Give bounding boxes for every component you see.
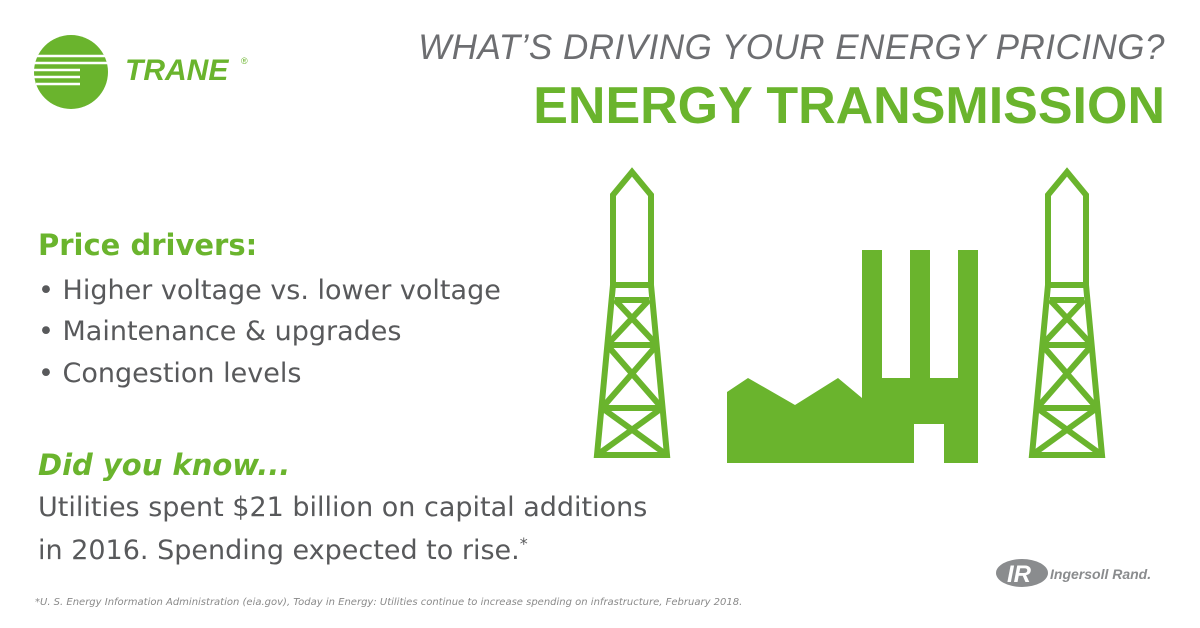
ingersoll-rand-logo: IR Ingersoll Rand. (996, 559, 1151, 588)
title: ENERGY TRANSMISSION (533, 77, 1165, 135)
subtitle: WHAT’S DRIVING YOUR ENERGY PRICING? (418, 28, 1165, 67)
towers (593, 167, 1102, 458)
footnote: *U. S. Energy Information Administration… (35, 597, 743, 608)
note-mark: * (519, 534, 528, 553)
brand-mark: ® (241, 56, 248, 66)
driver-item: Maintenance & upgrades (38, 316, 402, 347)
factory (727, 250, 978, 464)
brand-name: TRANE (125, 54, 229, 87)
drivers-heading: Price drivers: (38, 228, 258, 262)
partner-name: Ingersoll Rand. (1050, 566, 1151, 582)
driver-item: Higher voltage vs. lower voltage (38, 275, 501, 306)
fact-heading: Did you know... (38, 448, 291, 482)
partner-mark: IR (1007, 561, 1032, 588)
driver-item: Congestion levels (38, 358, 302, 389)
trane-logo: TRANE ® (34, 35, 248, 109)
fact-text: in 2016. Spending expected to rise. (38, 535, 520, 566)
fact-line: in 2016. Spending expected to rise.* (38, 534, 528, 566)
fact-line: Utilities spent $21 billion on capital a… (38, 492, 648, 523)
